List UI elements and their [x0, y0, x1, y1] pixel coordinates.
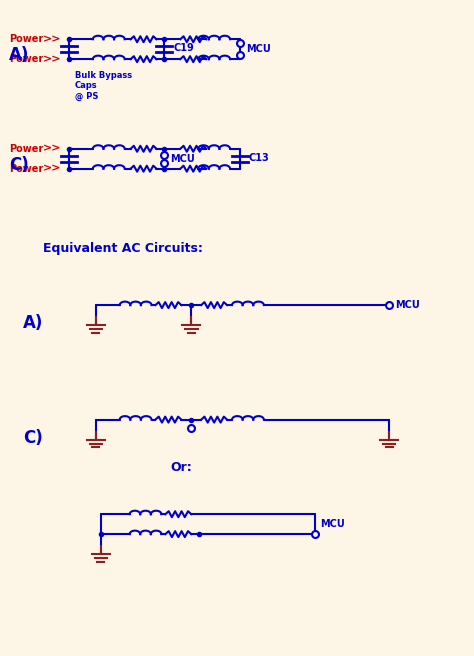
Text: Or:: Or: — [170, 461, 192, 474]
Text: A): A) — [23, 314, 44, 332]
Text: MCU: MCU — [170, 154, 195, 164]
Text: MCU: MCU — [395, 300, 420, 310]
Text: Power: Power — [9, 144, 44, 154]
Text: >>: >> — [43, 34, 62, 44]
Text: MCU: MCU — [246, 44, 271, 54]
Text: >>: >> — [43, 54, 62, 64]
Text: Power: Power — [9, 34, 44, 44]
Text: C13: C13 — [249, 153, 270, 163]
Text: Equivalent AC Circuits:: Equivalent AC Circuits: — [43, 242, 203, 255]
Text: Power: Power — [9, 164, 44, 174]
Text: C19: C19 — [173, 43, 194, 53]
Text: Bulk Bypass
Caps
@ PS: Bulk Bypass Caps @ PS — [75, 71, 132, 101]
Text: Power: Power — [9, 54, 44, 64]
Text: A): A) — [9, 46, 30, 64]
Text: >>: >> — [43, 164, 62, 174]
Text: C): C) — [23, 428, 43, 447]
Text: MCU: MCU — [320, 519, 345, 529]
Text: C): C) — [9, 155, 29, 174]
Text: >>: >> — [43, 144, 62, 154]
